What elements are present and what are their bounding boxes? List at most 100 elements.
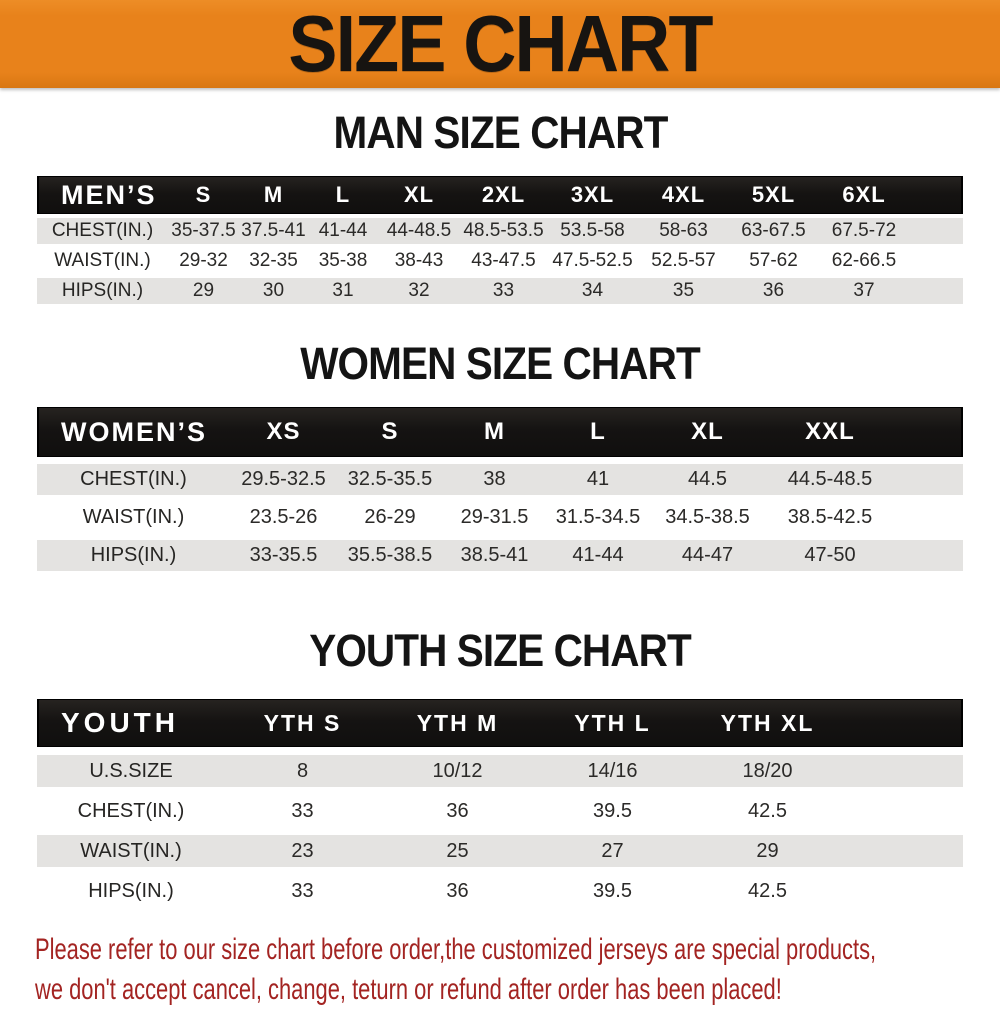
- men-size-table: MEN’S S M L XL 2XL 3XL 4XL 5XL 6XL CHEST(IN.) 35-37…: [37, 172, 963, 308]
- size-cell: 33-35.5: [230, 540, 337, 571]
- size-cell: 38.5-42.5: [765, 502, 895, 533]
- row-label: HIPS(IN.): [37, 278, 168, 304]
- size-cell: 36: [380, 875, 535, 907]
- column-header-empty: [895, 407, 963, 457]
- column-header: YTH S: [225, 699, 380, 747]
- column-header: M: [443, 407, 546, 457]
- size-cell: 32.5-35.5: [337, 464, 443, 495]
- size-cell-empty: [845, 795, 963, 827]
- size-cell: 48.5-53.5: [460, 218, 547, 244]
- size-cell: 29-31.5: [443, 502, 546, 533]
- size-cell: 67.5-72: [818, 218, 910, 244]
- size-cell: 43-47.5: [460, 248, 547, 274]
- size-cell: 58-63: [638, 218, 729, 244]
- column-header: 5XL: [729, 176, 818, 214]
- size-cell: 52.5-57: [638, 248, 729, 274]
- footer-line-2: we don't accept cancel, change, teturn o…: [35, 973, 782, 1006]
- size-cell: 44-47: [650, 540, 765, 571]
- row-label: WAIST(IN.): [37, 835, 225, 867]
- column-header: S: [168, 176, 239, 214]
- size-cell: 39.5: [535, 875, 690, 907]
- row-label: CHEST(IN.): [37, 795, 225, 827]
- table-row: WAIST(IN.) 23.5-26 26-29 29-31.5 31.5-34.5 34…: [37, 502, 963, 533]
- size-cell: 35.5-38.5: [337, 540, 443, 571]
- size-cell: 35: [638, 278, 729, 304]
- row-label: HIPS(IN.): [37, 875, 225, 907]
- footer-line-1: Please refer to our size chart before or…: [35, 933, 877, 966]
- row-label: WAIST(IN.): [37, 248, 168, 274]
- size-cell: 10/12: [380, 755, 535, 787]
- size-cell: 47-50: [765, 540, 895, 571]
- column-header-empty: [910, 176, 963, 214]
- column-header-empty: [845, 699, 963, 747]
- size-cell: 29: [690, 835, 845, 867]
- youth-size-table: YOUTH YTH S YTH M YTH L YTH XL U.S.SIZE 8 10/12…: [37, 691, 963, 915]
- column-header: XL: [650, 407, 765, 457]
- size-cell: 32-35: [239, 248, 308, 274]
- youth-size-chart-title: YOUTH SIZE CHART: [309, 625, 692, 676]
- size-cell-empty: [910, 278, 963, 304]
- column-header: M: [239, 176, 308, 214]
- size-cell: 18/20: [690, 755, 845, 787]
- size-cell: 14/16: [535, 755, 690, 787]
- size-cell: 63-67.5: [729, 218, 818, 244]
- size-cell: 35-38: [308, 248, 378, 274]
- row-label: U.S.SIZE: [37, 755, 225, 787]
- size-cell: 44-48.5: [378, 218, 460, 244]
- size-cell-empty: [910, 248, 963, 274]
- size-cell: 31: [308, 278, 378, 304]
- column-header: YTH L: [535, 699, 690, 747]
- size-cell-empty: [895, 502, 963, 533]
- size-cell: 33: [460, 278, 547, 304]
- banner-title: SIZE CHART: [288, 0, 713, 88]
- size-cell: 30: [239, 278, 308, 304]
- size-cell: 35-37.5: [168, 218, 239, 244]
- size-chart-banner: SIZE CHART: [0, 0, 1000, 88]
- column-header: L: [546, 407, 650, 457]
- size-cell: 23: [225, 835, 380, 867]
- size-cell: 36: [380, 795, 535, 827]
- size-cell: 29.5-32.5: [230, 464, 337, 495]
- size-cell: 39.5: [535, 795, 690, 827]
- table-row: HIPS(IN.) 29 30 31 32 33 34 35 36 37: [37, 278, 963, 304]
- column-header: XXL: [765, 407, 895, 457]
- column-header: YTH M: [380, 699, 535, 747]
- size-cell: 41-44: [308, 218, 378, 244]
- size-cell: 29: [168, 278, 239, 304]
- size-cell: 38: [443, 464, 546, 495]
- size-cell-empty: [895, 464, 963, 495]
- size-cell: 57-62: [729, 248, 818, 274]
- size-cell: 27: [535, 835, 690, 867]
- size-cell: 34.5-38.5: [650, 502, 765, 533]
- size-cell: 38.5-41: [443, 540, 546, 571]
- size-cell-empty: [895, 540, 963, 571]
- table-row: WAIST(IN.) 23 25 27 29: [37, 835, 963, 867]
- table-row: U.S.SIZE 8 10/12 14/16 18/20: [37, 755, 963, 787]
- size-cell: 44.5: [650, 464, 765, 495]
- size-cell: 23.5-26: [230, 502, 337, 533]
- table-label: WOMEN’S: [37, 407, 230, 457]
- table-label: MEN’S: [37, 176, 168, 214]
- column-header: L: [308, 176, 378, 214]
- column-header: YTH XL: [690, 699, 845, 747]
- women-size-chart-title: WOMEN SIZE CHART: [300, 338, 700, 389]
- women-section-heading: WOMEN SIZE CHART: [0, 341, 1000, 386]
- size-cell: 32: [378, 278, 460, 304]
- size-cell: 34: [547, 278, 638, 304]
- column-header: XS: [230, 407, 337, 457]
- size-cell: 42.5: [690, 875, 845, 907]
- man-size-chart-title: MAN SIZE CHART: [333, 107, 668, 158]
- size-cell: 31.5-34.5: [546, 502, 650, 533]
- row-label: HIPS(IN.): [37, 540, 230, 571]
- size-cell: 41: [546, 464, 650, 495]
- size-cell: 33: [225, 795, 380, 827]
- size-cell: 38-43: [378, 248, 460, 274]
- size-cell: 42.5: [690, 795, 845, 827]
- size-cell: 33: [225, 875, 380, 907]
- table-label: YOUTH: [37, 699, 225, 747]
- column-header: 6XL: [818, 176, 910, 214]
- table-row: WAIST(IN.) 29-32 32-35 35-38 38-43 43-47.5 47.…: [37, 248, 963, 274]
- size-cell: 36: [729, 278, 818, 304]
- column-header: 4XL: [638, 176, 729, 214]
- size-cell-empty: [845, 755, 963, 787]
